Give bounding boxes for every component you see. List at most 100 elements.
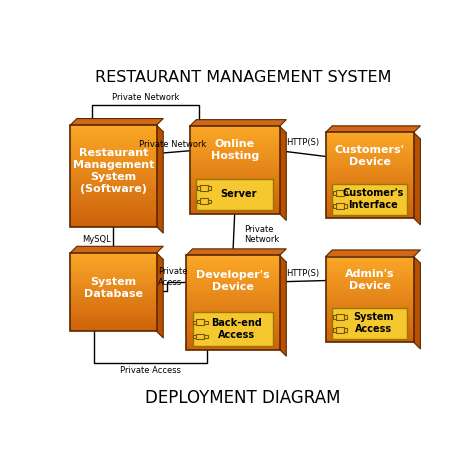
Bar	[326, 256, 414, 342]
Bar	[190, 182, 280, 185]
Bar	[70, 316, 156, 318]
Bar	[70, 169, 156, 173]
Bar	[190, 176, 280, 179]
Bar	[326, 325, 414, 328]
Bar	[70, 282, 156, 284]
Bar	[200, 199, 208, 204]
Text: Restaurant
Management
System
(Software): Restaurant Management System (Software)	[73, 148, 154, 194]
Bar	[70, 206, 156, 210]
Bar	[70, 200, 156, 203]
Bar	[326, 282, 414, 285]
Bar	[204, 335, 208, 338]
Text: Private
Network: Private Network	[244, 225, 279, 244]
Bar	[70, 258, 156, 261]
Bar	[190, 170, 280, 173]
Bar	[186, 309, 280, 312]
Text: HTTP(S): HTTP(S)	[286, 138, 319, 147]
Bar	[326, 184, 414, 187]
Polygon shape	[156, 253, 163, 338]
Bar	[70, 193, 156, 196]
Bar	[190, 155, 280, 158]
Bar	[326, 173, 414, 175]
Bar	[70, 308, 156, 310]
Bar	[326, 302, 414, 305]
Bar	[326, 331, 414, 334]
Bar	[326, 339, 414, 342]
Bar	[70, 318, 156, 321]
Bar	[326, 155, 414, 158]
Bar	[186, 312, 280, 315]
Bar	[186, 293, 280, 296]
Text: Admin's
Device: Admin's Device	[345, 269, 394, 291]
Bar	[70, 176, 156, 179]
Bar	[70, 274, 156, 276]
Bar	[70, 323, 156, 326]
Text: Private
Acess: Private Acess	[158, 267, 188, 287]
Bar	[326, 204, 414, 207]
Text: Customers'
Device: Customers' Device	[335, 145, 405, 166]
Polygon shape	[70, 118, 163, 125]
Bar	[186, 337, 280, 340]
Bar	[193, 320, 196, 324]
Bar	[326, 317, 414, 319]
Bar	[326, 262, 414, 265]
Bar	[190, 196, 280, 199]
Bar	[70, 329, 156, 331]
Bar	[192, 312, 273, 346]
Bar	[326, 294, 414, 297]
Bar	[200, 185, 208, 191]
Bar	[333, 204, 336, 208]
Bar	[70, 295, 156, 297]
Bar	[336, 190, 344, 196]
Bar	[344, 315, 347, 319]
Polygon shape	[280, 255, 286, 356]
Bar	[326, 322, 414, 325]
Text: MySQL: MySQL	[82, 235, 111, 244]
Bar	[326, 297, 414, 300]
Bar	[70, 290, 156, 292]
Bar	[70, 276, 156, 279]
Bar	[336, 203, 344, 209]
Bar	[190, 179, 280, 182]
Bar	[70, 302, 156, 305]
Bar	[186, 315, 280, 318]
Bar	[326, 259, 414, 262]
Bar	[70, 146, 156, 149]
Text: Private Access: Private Access	[120, 365, 181, 374]
Bar	[344, 204, 347, 208]
Bar	[70, 297, 156, 300]
Bar	[186, 306, 280, 309]
Bar	[70, 217, 156, 220]
Text: HTTP(S): HTTP(S)	[286, 269, 319, 278]
Polygon shape	[156, 125, 163, 233]
Bar	[186, 302, 280, 306]
Polygon shape	[186, 249, 286, 255]
Bar	[326, 138, 414, 141]
Bar	[186, 296, 280, 300]
Polygon shape	[70, 246, 163, 253]
Bar	[70, 266, 156, 269]
Bar	[186, 255, 280, 259]
Bar	[336, 327, 344, 333]
Bar	[70, 182, 156, 186]
Bar	[332, 183, 407, 215]
Bar	[70, 162, 156, 166]
Bar	[70, 149, 156, 152]
Bar	[70, 284, 156, 287]
Bar	[70, 196, 156, 200]
Bar	[333, 328, 336, 332]
Bar	[190, 161, 280, 164]
Bar	[70, 210, 156, 213]
Bar	[197, 200, 200, 203]
Bar	[70, 269, 156, 271]
Bar	[186, 274, 280, 277]
Bar	[190, 211, 280, 214]
Bar	[70, 179, 156, 182]
Bar	[326, 305, 414, 308]
Bar	[70, 310, 156, 313]
Bar	[190, 138, 280, 141]
Bar	[326, 158, 414, 161]
Bar	[326, 279, 414, 282]
Bar	[344, 191, 347, 194]
Bar	[326, 337, 414, 339]
